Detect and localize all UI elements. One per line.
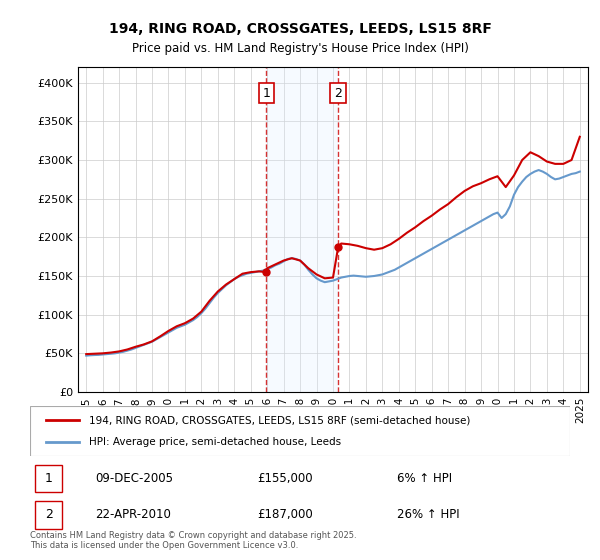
Text: 22-APR-2010: 22-APR-2010 xyxy=(95,508,170,521)
Bar xyxy=(266,67,338,392)
Text: 2: 2 xyxy=(334,87,342,100)
Text: 2: 2 xyxy=(45,508,53,521)
Text: 6% ↑ HPI: 6% ↑ HPI xyxy=(397,472,452,485)
Text: HPI: Average price, semi-detached house, Leeds: HPI: Average price, semi-detached house,… xyxy=(89,437,341,447)
Text: 09-DEC-2005: 09-DEC-2005 xyxy=(95,472,173,485)
Text: 194, RING ROAD, CROSSGATES, LEEDS, LS15 8RF: 194, RING ROAD, CROSSGATES, LEEDS, LS15 … xyxy=(109,22,491,36)
Text: 1: 1 xyxy=(262,87,270,100)
Bar xyxy=(35,501,62,529)
Text: £187,000: £187,000 xyxy=(257,508,313,521)
Text: Price paid vs. HM Land Registry's House Price Index (HPI): Price paid vs. HM Land Registry's House … xyxy=(131,42,469,55)
Text: £155,000: £155,000 xyxy=(257,472,313,485)
Text: 26% ↑ HPI: 26% ↑ HPI xyxy=(397,508,460,521)
Bar xyxy=(35,465,62,492)
Text: Contains HM Land Registry data © Crown copyright and database right 2025.
This d: Contains HM Land Registry data © Crown c… xyxy=(30,530,356,550)
Text: 1: 1 xyxy=(45,472,53,485)
Text: 194, RING ROAD, CROSSGATES, LEEDS, LS15 8RF (semi-detached house): 194, RING ROAD, CROSSGATES, LEEDS, LS15 … xyxy=(89,415,471,425)
